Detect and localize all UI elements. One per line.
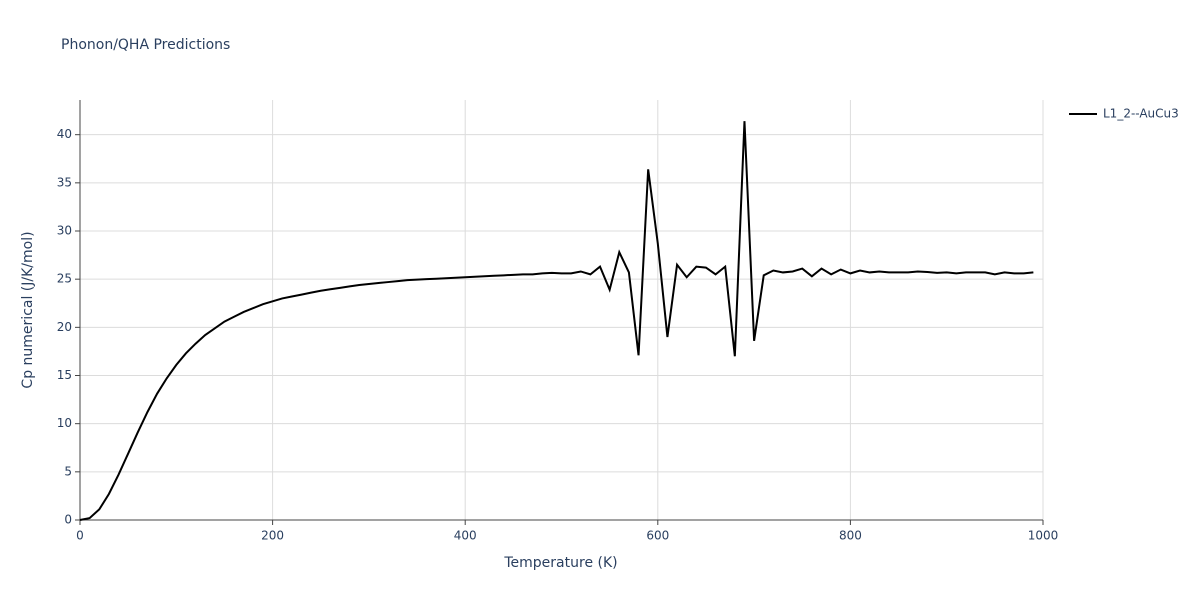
legend-label: L1_2--AuCu3 — [1103, 107, 1179, 121]
x-tick-label: 800 — [839, 529, 862, 543]
y-tick-label: 20 — [57, 320, 72, 334]
x-tick-label: 600 — [646, 529, 669, 543]
x-tick-label: 1000 — [1028, 529, 1059, 543]
y-tick-label: 30 — [57, 224, 72, 238]
data-line — [79, 121, 1034, 521]
x-tick-label: 200 — [261, 529, 284, 543]
y-axis-title: Cp numerical (J/K/mol) — [20, 231, 36, 388]
y-tick-label: 15 — [57, 368, 72, 382]
y-tick-label: 5 — [64, 464, 72, 478]
y-tick-label: 25 — [57, 272, 72, 286]
x-tick-label: 0 — [76, 529, 84, 543]
y-tick-label: 0 — [64, 513, 72, 527]
y-tick-label: 40 — [57, 127, 72, 141]
x-axis-title: Temperature (K) — [503, 555, 617, 571]
chart-title: Phonon/QHA Predictions — [61, 37, 230, 53]
x-tick-label: 400 — [454, 529, 477, 543]
y-tick-label: 35 — [57, 175, 72, 189]
y-tick-label: 10 — [57, 416, 72, 430]
